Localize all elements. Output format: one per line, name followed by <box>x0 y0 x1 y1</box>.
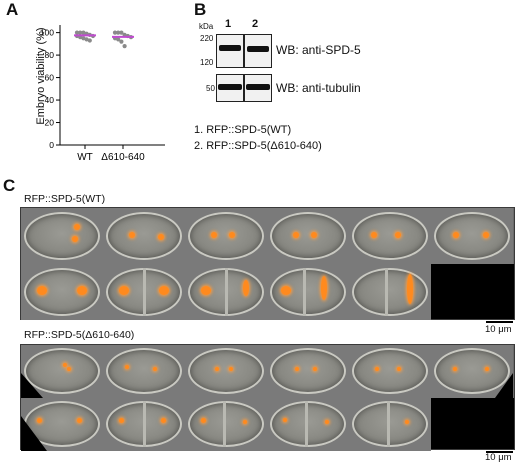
y-tick-label: 40 <box>45 95 55 105</box>
data-point <box>122 44 127 49</box>
condition-title-wt: RFP::SPD-5(WT) <box>24 193 106 205</box>
frame-wt-1 <box>21 208 103 264</box>
data-point <box>81 36 86 41</box>
data-point <box>116 37 121 42</box>
panel-b-letter: B <box>194 0 207 19</box>
marker-50: 50 <box>206 84 215 93</box>
blot-label-spd5: WB: anti-SPD-5 <box>276 43 361 57</box>
legend-item-1: 1. RFP::SPD-5(WT) <box>194 124 292 136</box>
frame-mut-8 <box>103 398 185 451</box>
lane-label-1: 1 <box>225 18 232 30</box>
frame-mut-6 <box>431 345 513 398</box>
data-point <box>74 30 80 35</box>
frame-wt-8 <box>103 264 185 320</box>
data-point <box>119 30 124 35</box>
frame-mut-10 <box>267 398 349 451</box>
blot-tubulin-lane2 <box>244 74 272 102</box>
frame-wt-11 <box>349 264 431 320</box>
legend-item-2: 2. RFP::SPD-5(Δ610-640) <box>194 140 322 152</box>
data-point <box>78 30 83 35</box>
y-tick-label: 0 <box>49 140 54 150</box>
frame-wt-2 <box>103 208 185 264</box>
frame-mut-7 <box>21 398 103 451</box>
frame-wt-9 <box>185 264 267 320</box>
data-point <box>81 30 86 35</box>
blot-label-tubulin: WB: anti-tubulin <box>276 81 361 95</box>
blot-spd5-lane2 <box>244 34 272 68</box>
y-tick-label: 60 <box>45 73 55 83</box>
frame-mut-11 <box>349 398 431 451</box>
condition-title-mutant: RFP::SPD-5(Δ610-640) <box>24 329 135 341</box>
y-tick-label: 80 <box>45 50 55 60</box>
frame-mut-3 <box>185 345 267 398</box>
data-point <box>112 30 118 35</box>
frame-wt-4 <box>267 208 349 264</box>
frame-wt-3 <box>185 208 267 264</box>
scale-label-wt: 10 μm <box>485 324 512 335</box>
data-point <box>87 38 92 43</box>
blot-tubulin-lane1 <box>216 74 244 102</box>
frame-mut-4 <box>267 345 349 398</box>
scale-bar-mutant <box>486 451 513 453</box>
scale-label-mutant: 10 μm <box>485 452 512 463</box>
x-tick-label: Δ610-640 <box>101 152 145 163</box>
data-point <box>119 39 124 44</box>
image-strip-wt <box>20 207 515 320</box>
panel-c-letter: C <box>3 176 16 195</box>
frame-mut-2 <box>103 345 185 398</box>
frame-mut-5 <box>349 345 431 398</box>
y-axis-label: Embryo viability (%) <box>35 27 47 125</box>
blot-spd5-lane1 <box>216 34 244 68</box>
scale-bar-wt <box>486 321 513 323</box>
x-tick-label: WT <box>77 152 93 163</box>
frame-mut-1 <box>21 345 103 398</box>
y-tick-label: 20 <box>45 118 55 128</box>
lane-label-2: 2 <box>252 18 259 30</box>
frame-wt-10 <box>267 264 349 320</box>
data-point <box>116 30 121 35</box>
frame-wt-5 <box>349 208 431 264</box>
frame-wt-6 <box>431 208 513 264</box>
y-tick-label: 100 <box>40 28 54 38</box>
marker-120: 120 <box>200 58 214 67</box>
viability-chart: 0 20 40 60 80 100 WT Δ610-640 <box>40 25 165 163</box>
frame-mut-12-blank <box>431 398 514 449</box>
frame-mut-9 <box>185 398 267 451</box>
marker-220: 220 <box>200 34 214 43</box>
kda-label: kDa <box>199 22 214 31</box>
frame-wt-7 <box>21 264 103 320</box>
frame-wt-12-blank <box>431 264 514 319</box>
panel-a-letter: A <box>6 0 19 19</box>
data-point <box>84 37 89 42</box>
image-strip-mutant <box>20 344 515 451</box>
